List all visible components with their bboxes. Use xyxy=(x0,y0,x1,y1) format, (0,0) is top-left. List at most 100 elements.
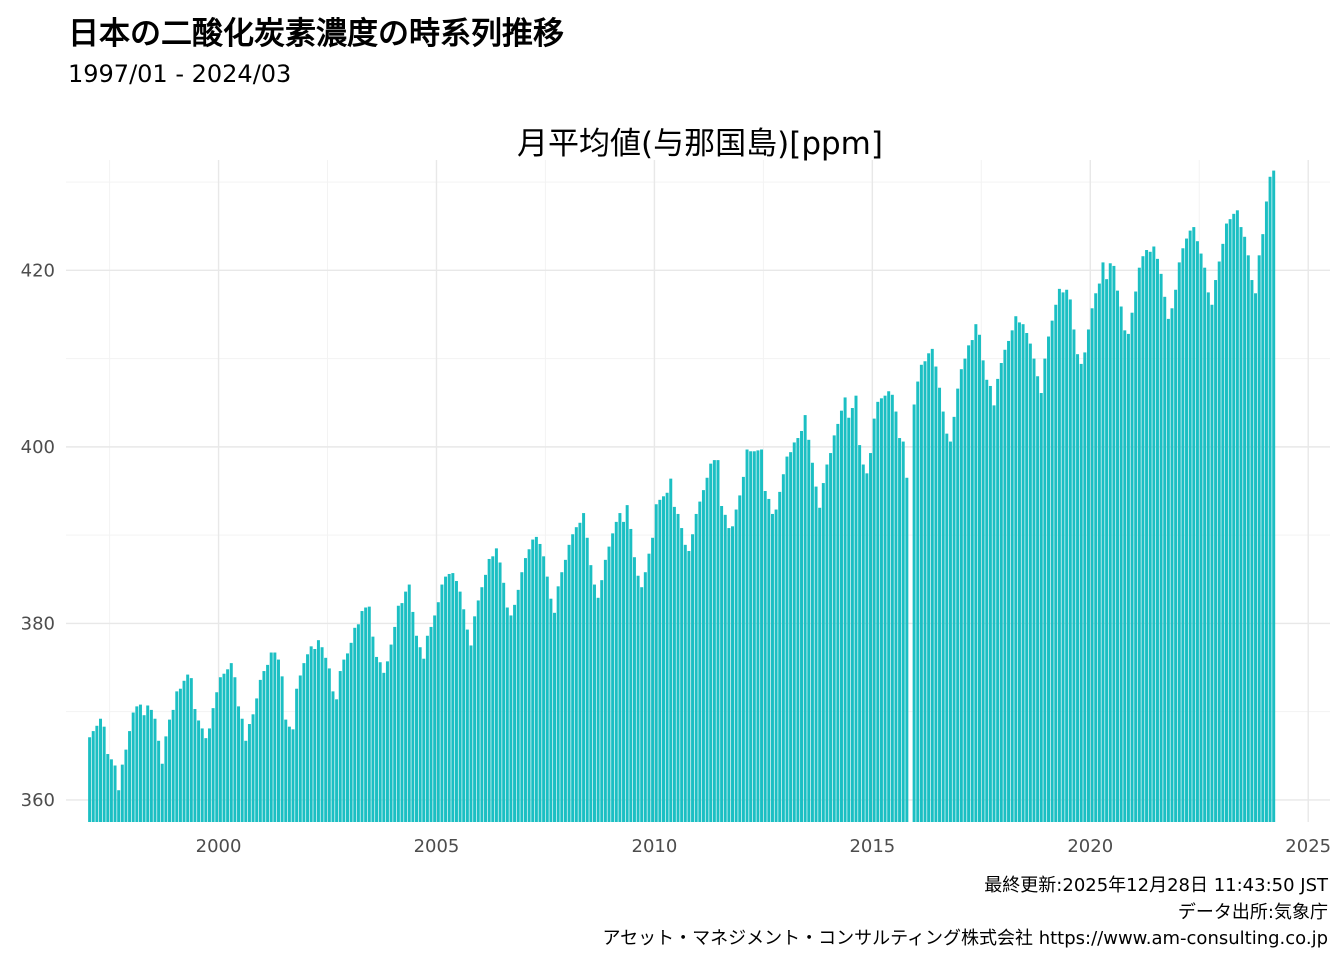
x-tick-label: 2000 xyxy=(196,836,242,857)
bar-2014-08 xyxy=(854,395,858,822)
bar-2007-07 xyxy=(545,576,549,822)
bar-2003-06 xyxy=(367,606,371,822)
bar-2016-05 xyxy=(930,348,934,822)
bar-2012-04 xyxy=(752,451,756,822)
bar-2022-08 xyxy=(1203,267,1207,822)
bar-2011-10 xyxy=(731,526,734,822)
bar-2009-05 xyxy=(625,505,629,822)
bar-2020-10 xyxy=(1123,330,1127,822)
bar-2011-02 xyxy=(701,490,705,822)
bar-2018-06 xyxy=(1021,324,1025,822)
bar-2020-03 xyxy=(1097,283,1101,822)
bar-1997-07 xyxy=(109,759,113,822)
bar-2016-11 xyxy=(952,416,956,822)
bar-2010-06 xyxy=(672,506,676,822)
bar-2004-06 xyxy=(411,611,415,822)
bar-2004-01 xyxy=(393,626,397,822)
bar-2014-06 xyxy=(847,417,851,822)
bar-2015-05 xyxy=(887,391,891,822)
bar-2023-01 xyxy=(1221,243,1225,823)
bar-2016-02 xyxy=(919,364,923,822)
bar-1999-09 xyxy=(204,738,208,822)
bar-2019-06 xyxy=(1065,289,1069,822)
bar-2004-09 xyxy=(422,658,426,822)
bar-2008-11 xyxy=(603,559,607,822)
grid-lines xyxy=(66,160,1330,822)
bar-2006-07 xyxy=(502,582,506,822)
bar-2015-08 xyxy=(898,438,902,822)
bar-2006-09 xyxy=(509,615,513,822)
bar-2014-05 xyxy=(843,397,847,822)
bar-2015-06 xyxy=(890,394,894,822)
bar-2004-04 xyxy=(404,591,408,822)
bar-2018-03 xyxy=(1010,330,1014,822)
bar-2000-11 xyxy=(255,698,259,822)
bar-1999-11 xyxy=(211,708,215,822)
bar-2022-12 xyxy=(1217,261,1221,822)
bar-2021-04 xyxy=(1145,250,1149,822)
bar-2000-02 xyxy=(222,673,226,822)
bar-2010-10 xyxy=(687,551,691,822)
bar-2019-08 xyxy=(1072,329,1076,822)
bar-2003-12 xyxy=(389,644,393,822)
bar-2016-04 xyxy=(927,353,931,822)
bar-2008-02 xyxy=(571,534,575,822)
bar-2005-09 xyxy=(465,629,469,822)
bar-2006-01 xyxy=(480,587,484,822)
bar-2021-02 xyxy=(1137,267,1141,822)
bar-2002-09 xyxy=(335,699,339,822)
bar-2015-01 xyxy=(872,418,876,822)
bar-2006-10 xyxy=(513,604,517,822)
bar-2013-04 xyxy=(796,438,800,822)
bar-2008-03 xyxy=(574,527,578,822)
bar-2019-12 xyxy=(1086,329,1090,822)
bar-1998-11 xyxy=(168,719,172,822)
bar-2009-04 xyxy=(622,521,626,822)
bar-2022-02 xyxy=(1181,248,1185,822)
bar-2007-09 xyxy=(553,612,557,822)
bar-2002-07 xyxy=(327,668,331,822)
bar-2011-05 xyxy=(712,460,716,822)
bar-2021-11 xyxy=(1170,308,1174,822)
bar-2020-09 xyxy=(1119,306,1123,822)
bar-2002-03 xyxy=(313,649,317,822)
bar-2010-09 xyxy=(683,544,687,822)
page-title: 日本の二酸化炭素濃度の時系列推移 xyxy=(68,16,564,52)
bar-2013-10 xyxy=(818,507,822,822)
bar-2010-12 xyxy=(694,513,698,822)
bar-2012-07 xyxy=(763,491,767,822)
bar-2020-12 xyxy=(1130,312,1134,822)
bar-2012-09 xyxy=(770,513,774,822)
bar-2021-12 xyxy=(1174,289,1178,822)
bar-2014-07 xyxy=(850,408,854,822)
bar-2001-09 xyxy=(291,729,295,822)
bar-2010-01 xyxy=(654,504,658,822)
bar-2022-05 xyxy=(1192,227,1196,822)
bar-2011-01 xyxy=(698,501,702,822)
bar-2003-02 xyxy=(353,627,357,822)
bar-2021-09 xyxy=(1163,296,1167,822)
bar-2008-06 xyxy=(585,537,589,822)
bar-2021-07 xyxy=(1155,258,1159,822)
bar-2023-08 xyxy=(1246,255,1250,822)
x-tick-label: 2005 xyxy=(414,836,460,857)
bar-2016-09 xyxy=(945,433,949,822)
bar-2005-10 xyxy=(469,645,473,822)
y-tick-label: 380 xyxy=(21,613,55,634)
last-updated-text: 最終更新:2025年12月28日 11:43:50 JST xyxy=(984,875,1328,896)
bar-2022-03 xyxy=(1185,238,1189,822)
bar-1997-03 xyxy=(95,725,99,822)
bar-2005-02 xyxy=(440,584,444,822)
bar-2018-09 xyxy=(1032,358,1036,822)
bar-2009-08 xyxy=(636,575,640,822)
bar-2008-10 xyxy=(600,580,604,822)
bar-2011-04 xyxy=(709,463,713,822)
bar-2000-03 xyxy=(226,669,230,822)
bar-2004-08 xyxy=(418,647,422,822)
bar-2004-05 xyxy=(407,584,411,822)
bar-2002-02 xyxy=(309,646,313,822)
bar-1998-02 xyxy=(135,706,139,822)
bar-2022-01 xyxy=(1177,262,1181,822)
bar-1997-11 xyxy=(124,749,128,822)
